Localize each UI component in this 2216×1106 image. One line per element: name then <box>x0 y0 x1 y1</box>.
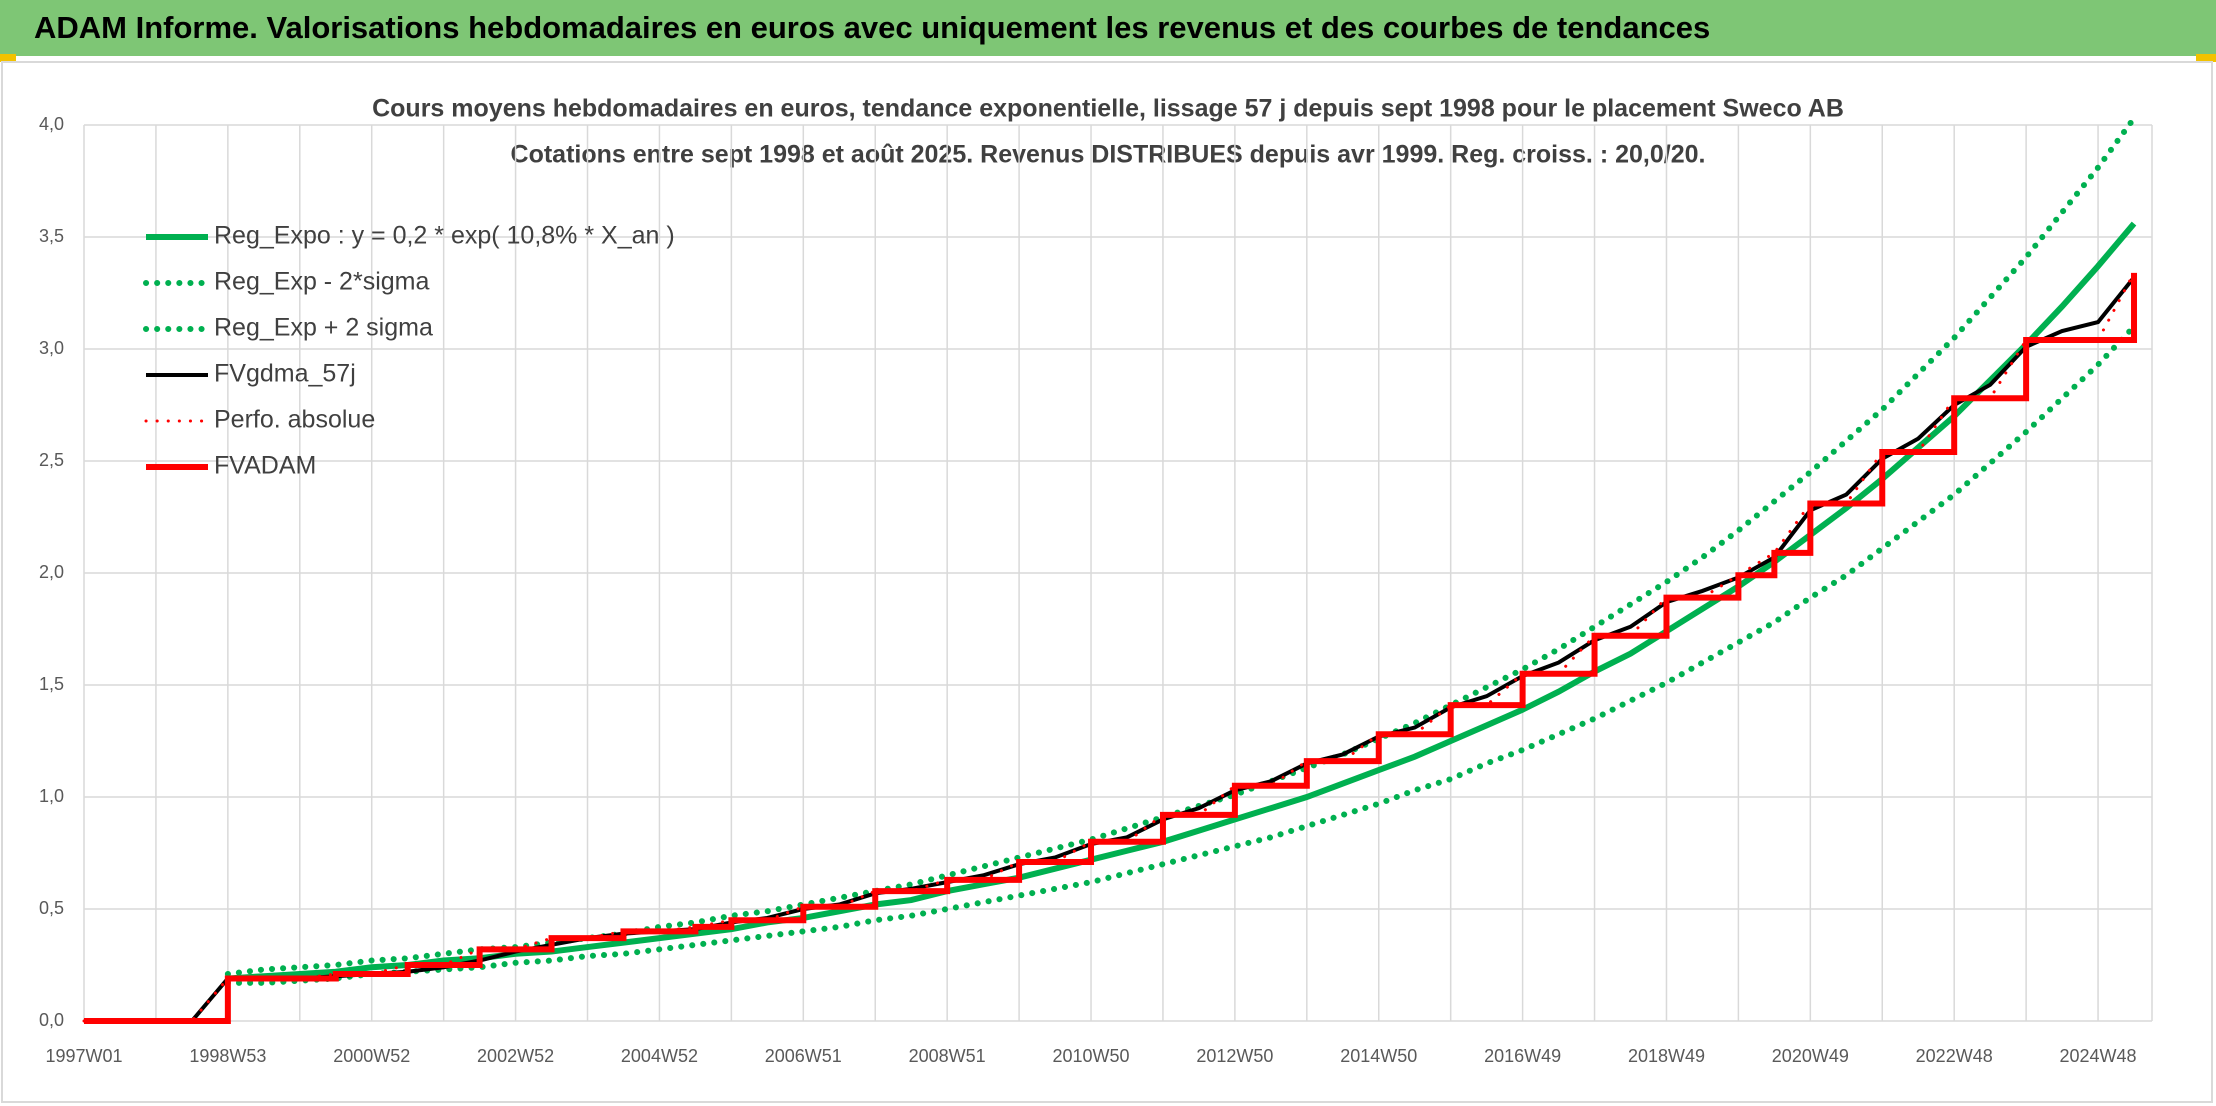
x-tick-label: 2002W52 <box>477 1046 554 1066</box>
y-tick-label: 2,0 <box>39 562 64 582</box>
header-accent <box>2196 54 2216 62</box>
y-tick-label: 4,0 <box>39 114 64 134</box>
legend-label: Reg_Exp + 2 sigma <box>214 314 433 342</box>
x-tick-label: 2008W51 <box>909 1046 986 1066</box>
header-accent <box>0 54 16 62</box>
y-tick-label: 3,0 <box>39 338 64 358</box>
legend-label: Reg_Exp - 2*sigma <box>214 268 429 296</box>
x-tick-label: 2022W48 <box>1916 1046 1993 1066</box>
x-tick-label: 1998W53 <box>189 1046 266 1066</box>
x-tick-label: 2016W49 <box>1484 1046 1561 1066</box>
series-line <box>224 115 2138 977</box>
legend-label: FVADAM <box>214 452 316 480</box>
chart-subtitle: Cotations entre sept 1998 et août 2025. … <box>511 141 1706 169</box>
header-bar <box>0 0 2216 56</box>
y-tick-label: 1,0 <box>39 786 64 806</box>
legend-label: Reg_Expo : y = 0,2 * exp( 10,8% * X_an ) <box>214 222 675 250</box>
x-tick-label: 2000W52 <box>333 1046 410 1066</box>
chart-title: Cours moyens hebdomadaires en euros, ten… <box>372 95 1844 123</box>
x-tick-label: 2004W52 <box>621 1046 698 1066</box>
y-tick-label: 2,5 <box>39 450 64 470</box>
y-tick-label: 0,5 <box>39 898 64 918</box>
y-tick-label: 1,5 <box>39 674 64 694</box>
x-tick-label: 2018W49 <box>1628 1046 1705 1066</box>
legend-label: FVgdma_57j <box>214 360 356 388</box>
chart-border <box>1 61 2213 1103</box>
x-tick-label: 2014W50 <box>1340 1046 1417 1066</box>
legend-label: Perfo. absolue <box>214 406 375 434</box>
y-tick-label: 3,5 <box>39 226 64 246</box>
x-tick-label: 1997W01 <box>45 1046 122 1066</box>
header-title: ADAM Informe. Valorisations hebdomadaire… <box>34 10 1710 45</box>
x-tick-label: 2006W51 <box>765 1046 842 1066</box>
series-line <box>84 272 2138 1024</box>
series-line <box>224 323 2138 986</box>
x-tick-label: 2024W48 <box>2060 1046 2137 1066</box>
x-tick-label: 2010W50 <box>1052 1046 1129 1066</box>
x-tick-label: 2020W49 <box>1772 1046 1849 1066</box>
x-tick-label: 2012W50 <box>1196 1046 1273 1066</box>
y-tick-label: 0,0 <box>39 1010 64 1030</box>
